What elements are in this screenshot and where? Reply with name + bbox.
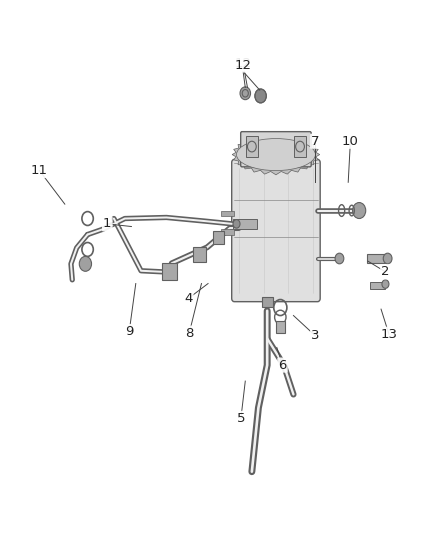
Text: 6: 6 <box>278 359 287 372</box>
Text: 10: 10 <box>342 135 359 148</box>
Circle shape <box>233 220 240 228</box>
Bar <box>246 136 258 157</box>
Bar <box>193 247 206 262</box>
Bar <box>221 211 234 216</box>
Text: 7: 7 <box>311 135 320 148</box>
Bar <box>162 263 177 280</box>
Circle shape <box>335 253 344 264</box>
Text: 3: 3 <box>311 329 320 342</box>
FancyBboxPatch shape <box>240 132 311 167</box>
Bar <box>213 231 224 244</box>
Bar <box>233 219 258 229</box>
Bar <box>221 229 234 235</box>
Bar <box>367 254 385 263</box>
Circle shape <box>255 89 266 103</box>
FancyBboxPatch shape <box>232 159 320 302</box>
Text: 8: 8 <box>185 327 194 340</box>
Circle shape <box>353 203 366 219</box>
Ellipse shape <box>237 139 315 171</box>
Text: 11: 11 <box>31 164 48 177</box>
Circle shape <box>382 280 389 288</box>
Text: 5: 5 <box>237 412 245 425</box>
Text: 4: 4 <box>184 292 193 305</box>
Text: 9: 9 <box>125 325 134 338</box>
Circle shape <box>383 253 392 264</box>
Text: 13: 13 <box>381 328 397 341</box>
Text: 12: 12 <box>235 59 251 71</box>
Bar <box>370 282 385 289</box>
Circle shape <box>240 87 251 100</box>
Circle shape <box>79 256 92 271</box>
Bar <box>294 136 306 157</box>
Bar <box>262 297 272 307</box>
Text: 12: 12 <box>235 58 251 70</box>
Text: 2: 2 <box>381 265 390 278</box>
Text: 1: 1 <box>103 217 112 230</box>
Polygon shape <box>232 134 320 175</box>
Bar <box>276 321 285 333</box>
